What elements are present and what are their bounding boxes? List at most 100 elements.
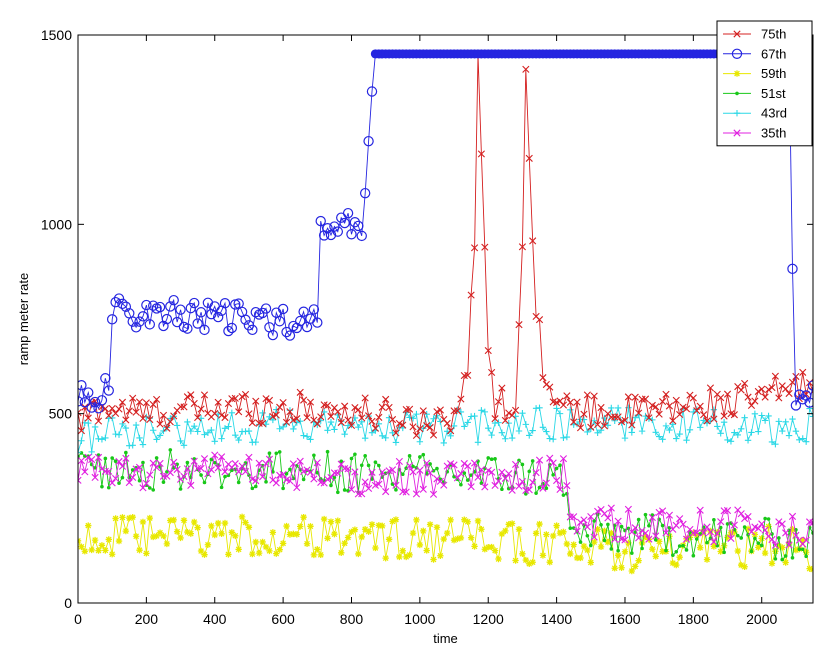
data-point bbox=[322, 223, 333, 234]
data-point bbox=[385, 403, 393, 412]
data-point bbox=[402, 553, 410, 561]
data-point bbox=[653, 537, 658, 542]
data-point bbox=[214, 519, 222, 527]
data-point bbox=[303, 540, 311, 547]
data-point bbox=[500, 487, 504, 492]
data-point bbox=[130, 322, 142, 333]
data-point bbox=[180, 472, 188, 481]
data-point bbox=[293, 531, 300, 538]
data-point bbox=[570, 541, 577, 548]
data-point bbox=[98, 542, 106, 549]
data-point bbox=[682, 535, 691, 543]
data-point bbox=[375, 413, 383, 421]
data-point bbox=[223, 474, 227, 479]
data-point bbox=[303, 433, 311, 440]
data-point bbox=[600, 422, 609, 430]
data-point bbox=[464, 371, 472, 379]
x-tick-label: 200 bbox=[135, 611, 159, 627]
data-point bbox=[363, 135, 374, 147]
data-point bbox=[604, 539, 612, 546]
data-point bbox=[624, 505, 632, 513]
data-point bbox=[102, 547, 109, 554]
data-point bbox=[717, 394, 725, 402]
data-point bbox=[195, 307, 207, 318]
data-point bbox=[474, 439, 482, 446]
data-point bbox=[156, 420, 164, 428]
data-point bbox=[662, 422, 670, 430]
data-point bbox=[592, 519, 597, 523]
data-point bbox=[199, 324, 210, 336]
data-point bbox=[416, 541, 424, 549]
data-point bbox=[658, 507, 667, 515]
data-point bbox=[677, 544, 682, 548]
data-point bbox=[676, 515, 684, 523]
data-point bbox=[349, 456, 354, 461]
data-point bbox=[804, 554, 808, 559]
legend-label: 75th bbox=[761, 27, 786, 42]
data-point bbox=[180, 403, 188, 411]
data-point bbox=[78, 380, 87, 391]
data-point bbox=[331, 530, 338, 538]
data-point bbox=[255, 459, 263, 467]
data-point bbox=[714, 423, 721, 430]
data-point bbox=[734, 431, 741, 439]
data-point bbox=[409, 468, 417, 476]
legend-item-43rd: 43rd bbox=[723, 106, 787, 121]
data-point bbox=[590, 533, 598, 541]
data-point bbox=[406, 551, 413, 559]
data-point bbox=[313, 459, 321, 467]
data-point bbox=[416, 425, 424, 433]
data-point bbox=[231, 394, 239, 402]
data-point bbox=[450, 536, 458, 544]
data-point bbox=[606, 522, 610, 527]
data-point bbox=[137, 478, 142, 483]
data-point bbox=[255, 549, 263, 557]
data-point bbox=[591, 417, 598, 424]
data-point bbox=[477, 150, 485, 158]
data-point bbox=[85, 522, 92, 529]
data-point bbox=[802, 438, 810, 445]
data-point bbox=[259, 538, 266, 546]
data-point bbox=[402, 488, 410, 496]
data-point bbox=[529, 237, 537, 245]
data-point bbox=[491, 481, 499, 490]
x-axis: 0 200 400 600 800 1000 1200 1400 1600 1800 2000 bbox=[74, 35, 778, 627]
data-point bbox=[782, 385, 790, 393]
data-point bbox=[159, 411, 168, 419]
data-point bbox=[611, 417, 618, 424]
data-point bbox=[594, 421, 602, 429]
data-point bbox=[530, 459, 535, 463]
data-point bbox=[327, 418, 335, 426]
data-point bbox=[780, 557, 785, 562]
data-point bbox=[447, 432, 454, 439]
data-point bbox=[407, 454, 412, 458]
data-point bbox=[785, 389, 793, 398]
data-point bbox=[201, 431, 208, 438]
data-point bbox=[262, 460, 270, 468]
data-point bbox=[782, 529, 790, 537]
data-point bbox=[585, 533, 590, 538]
data-point bbox=[209, 457, 214, 462]
data-point bbox=[754, 387, 762, 396]
data-point bbox=[782, 559, 789, 566]
data-point bbox=[349, 217, 361, 228]
data-point bbox=[312, 453, 316, 458]
data-point bbox=[609, 547, 614, 551]
data-point bbox=[411, 464, 415, 469]
data-point bbox=[734, 547, 741, 555]
data-point bbox=[392, 439, 400, 446]
data-point bbox=[146, 514, 153, 522]
data-point bbox=[197, 464, 205, 473]
data-point bbox=[158, 320, 169, 332]
data-point bbox=[462, 471, 467, 475]
data-point bbox=[666, 426, 673, 434]
data-point bbox=[484, 347, 492, 355]
data-point bbox=[717, 548, 724, 555]
data-point bbox=[214, 398, 222, 406]
data-point bbox=[300, 396, 308, 404]
data-point bbox=[730, 521, 738, 529]
legend-item-59th: 59th bbox=[723, 66, 786, 81]
data-point bbox=[505, 409, 513, 417]
data-point bbox=[755, 544, 762, 551]
data-point bbox=[122, 416, 130, 424]
